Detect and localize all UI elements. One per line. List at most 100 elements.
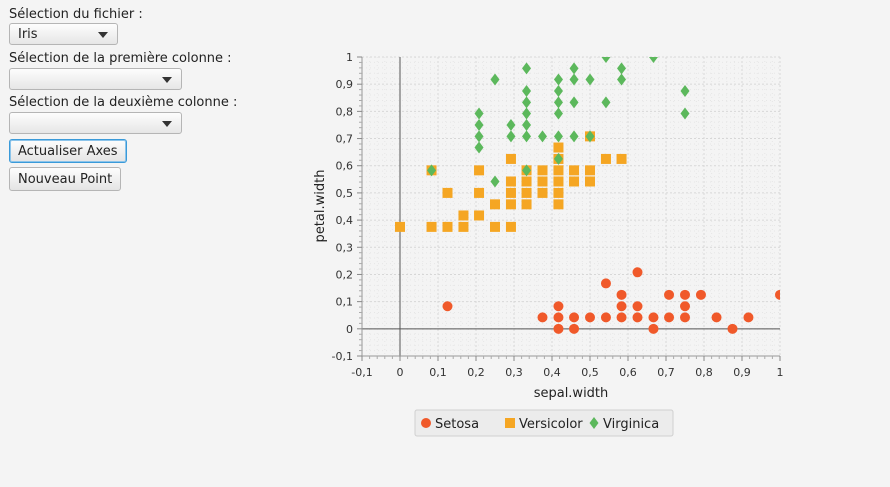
setosa-point [680,312,690,323]
setosa-point [616,301,627,312]
setosa-point [553,312,564,323]
series-versicolor [395,131,627,232]
y-tick-label: 0,1 [336,296,354,309]
versicolor-legend-marker [505,418,515,428]
setosa-point [600,278,611,289]
versicolor-point [521,187,532,198]
second-column-select[interactable] [9,112,182,134]
virginica-point [601,96,611,109]
y-axis-label: petal.width [313,170,328,243]
new-point-button[interactable]: Nouveau Point [9,167,122,191]
y-tick-label: 0,8 [336,105,354,118]
setosa-point [600,312,611,323]
setosa-point [537,312,548,323]
series-virginica [427,57,690,188]
setosa-point [664,312,675,323]
virginica-point [490,175,500,188]
virginica-point [553,130,563,143]
versicolor-point [442,187,453,198]
versicolor-point [505,187,516,198]
x-tick-label: 0,8 [695,366,713,379]
versicolor-point [585,165,595,176]
legend-box [414,409,674,437]
y-tick-label: 0 [346,323,353,336]
setosa-point [695,289,706,300]
virginica-point [522,96,532,109]
virginica-point [553,73,563,86]
chart-grid [361,56,781,357]
first-column-label: Sélection de la première colonne : [9,51,232,66]
setosa-point [553,301,564,312]
virginica-point [585,130,595,143]
virginica-point [680,84,690,97]
file-select[interactable]: Iris [9,23,118,45]
file-select-label: Sélection du fichier : [9,7,143,22]
update-axes-button[interactable]: Actualiser Axes [9,139,127,163]
chart-ticks: -0,1 0 0,1 0,2 0,3 0,4 0,5 0,6 0,7 0,8 0,9 1 -0,1 0 0,… [332,51,784,379]
x-tick-label: 0,7 [657,366,675,379]
virginica-point [648,57,658,63]
setosa-legend-marker [421,418,431,428]
versicolor-point [521,176,532,187]
x-tick-label: 0,2 [467,366,485,379]
x-tick-label: 0,3 [505,366,523,379]
chevron-down-icon [162,121,172,127]
versicolor-point [505,153,516,164]
x-tick-label: 1 [777,366,784,379]
setosa-point [775,289,780,300]
virginica-point [538,130,547,143]
virginica-point [569,62,579,75]
versicolor-point [600,153,611,164]
setosa-point [616,289,627,300]
virginica-point [617,62,627,75]
x-tick-label: 0,5 [581,366,599,379]
virginica-point [553,107,563,120]
first-column-select[interactable] [9,68,182,90]
setosa-point [711,312,722,323]
y-tick-label: 0,3 [336,241,354,254]
setosa-point [616,312,627,323]
setosa-point [648,312,659,323]
versicolor-point [395,221,405,232]
virginica-point [569,96,579,109]
virginica-point [427,164,437,177]
virginica-point [553,152,563,165]
virginica-point [569,130,579,143]
series-setosa [442,267,780,334]
setosa-point [680,301,690,312]
versicolor-point [442,221,453,232]
setosa-point [632,267,643,278]
versicolor-point [505,199,516,210]
setosa-point [569,312,580,323]
virginica-point [553,96,563,109]
versicolor-point [553,199,564,210]
x-tick-label: 0,1 [429,366,447,379]
virginica-point [601,57,611,63]
virginica-point [522,118,532,131]
chart-points [395,57,780,334]
chart-legend: Setosa Versicolor Virginica [414,409,674,437]
chevron-down-icon [98,32,108,38]
virginica-point [490,73,500,86]
versicolor-point [505,176,516,187]
versicolor-point [585,176,595,187]
y-tick-label: 0,5 [336,187,354,200]
versicolor-point [521,199,532,210]
virginica-point [474,107,484,120]
versicolor-point [490,221,500,232]
versicolor-point [553,176,564,187]
virginica-point [585,73,595,86]
versicolor-point [490,199,500,210]
versicolor-point [537,187,548,198]
versicolor-point [505,221,516,232]
x-axis-label: sepal.width [534,386,609,401]
x-tick-label: 0,4 [543,366,561,379]
versicolor-point [474,165,485,176]
legend-label-versicolor: Versicolor [519,417,583,432]
versicolor-point [537,165,548,176]
y-tick-label: 0,6 [336,160,354,173]
versicolor-point [426,221,437,232]
legend-label-virginica: Virginica [603,417,659,432]
y-tick-label: 0,9 [336,78,354,91]
setosa-point [442,301,453,312]
